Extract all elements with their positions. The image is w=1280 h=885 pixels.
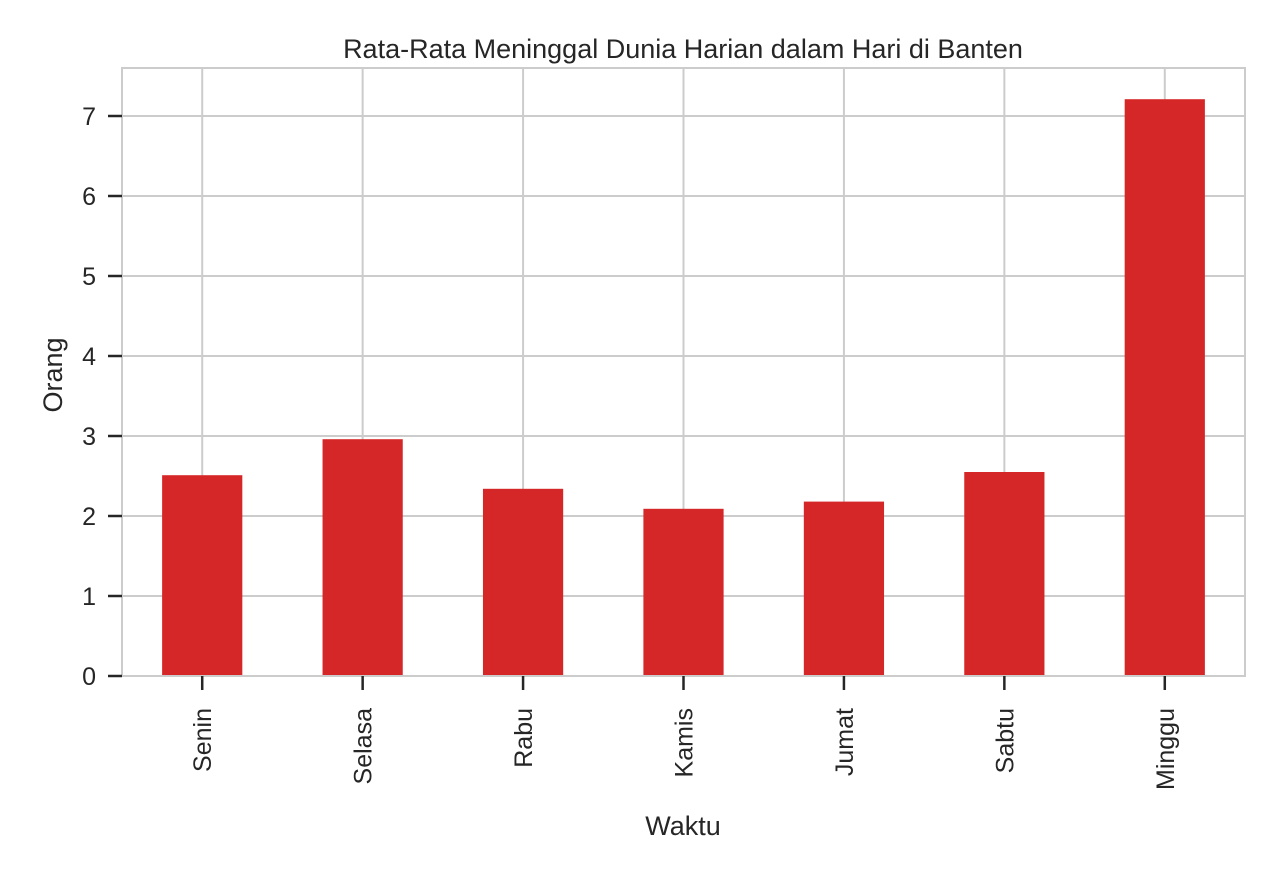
bars — [162, 99, 1205, 676]
y-tick-label: 0 — [82, 663, 96, 691]
x-tick-label: Minggu — [1152, 708, 1180, 790]
chart-title: Rata-Rata Meninggal Dunia Harian dalam H… — [343, 34, 1023, 64]
y-tick-label: 4 — [82, 343, 96, 371]
bar-kamis — [643, 508, 724, 676]
x-tick-label: Selasa — [350, 708, 378, 785]
axis-ticks: 0 1 2 3 4 5 6 7 Senin Selasa Rabu Kamis Jumat Sabtu Mi… — [82, 103, 1180, 790]
x-tick-label: Jumat — [831, 708, 859, 776]
bar-senin — [162, 475, 243, 676]
x-tick-label: Sabtu — [991, 708, 1019, 773]
bar-rabu — [482, 488, 564, 676]
y-tick-label: 7 — [82, 103, 96, 131]
x-axis-label: Waktu — [645, 811, 721, 841]
y-axis-label: Orang — [38, 337, 68, 412]
x-tick-label: Kamis — [671, 708, 699, 777]
bar-sabtu — [964, 472, 1045, 676]
x-tick-label: Senin — [189, 708, 217, 772]
y-tick-label: 1 — [82, 583, 96, 611]
y-tick-label: 3 — [82, 423, 96, 451]
bar-selasa — [322, 439, 403, 676]
bar-jumat — [803, 501, 885, 676]
y-tick-label: 2 — [82, 503, 96, 531]
x-tick-label: Rabu — [510, 708, 538, 768]
bar-minggu — [1124, 99, 1205, 676]
y-tick-label: 5 — [82, 263, 96, 291]
y-tick-label: 6 — [82, 183, 96, 211]
